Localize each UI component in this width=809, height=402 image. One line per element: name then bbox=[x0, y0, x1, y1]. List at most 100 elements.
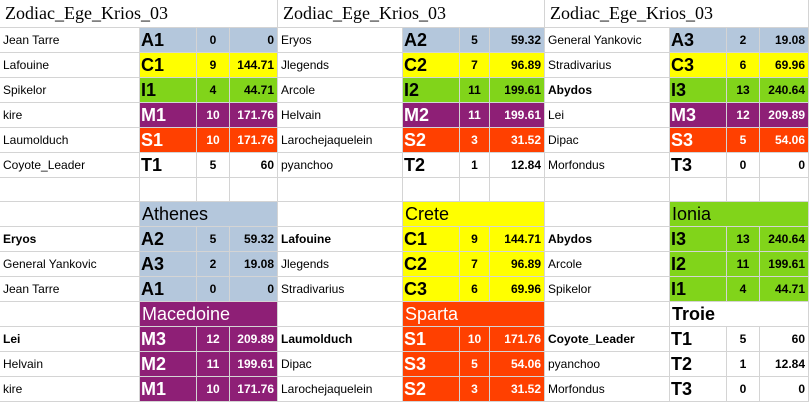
unit-code: C2 bbox=[403, 252, 460, 277]
unit-code: I1 bbox=[670, 277, 727, 302]
unit-code: S2 bbox=[403, 377, 460, 402]
unit-count: 0 bbox=[197, 28, 230, 53]
unit-code: S3 bbox=[670, 128, 727, 153]
unit-count: 0 bbox=[727, 377, 760, 402]
player-name: Laumolduch bbox=[0, 128, 140, 153]
unit-value: 171.76 bbox=[230, 377, 278, 402]
unit-code: T3 bbox=[670, 377, 727, 402]
player-name: Coyote_Leader bbox=[0, 153, 140, 178]
unit-code: M1 bbox=[140, 377, 197, 402]
unit-code: C2 bbox=[403, 53, 460, 78]
group-title: Zodiac_Ege_Krios_03 bbox=[0, 0, 278, 28]
player-name: Laumolduch bbox=[278, 327, 403, 352]
empty-cell bbox=[670, 178, 727, 202]
unit-count: 7 bbox=[460, 252, 490, 277]
unit-code: A3 bbox=[140, 252, 197, 277]
unit-count: 11 bbox=[727, 252, 760, 277]
unit-value: 209.89 bbox=[760, 103, 809, 128]
player-name: Dipac bbox=[278, 352, 403, 377]
unit-code: C3 bbox=[670, 53, 727, 78]
unit-value: 31.52 bbox=[490, 128, 545, 153]
unit-value: 199.61 bbox=[760, 252, 809, 277]
unit-code: T2 bbox=[670, 352, 727, 377]
player-name: Lei bbox=[545, 103, 670, 128]
unit-code: M2 bbox=[140, 352, 197, 377]
team-title: Crete bbox=[403, 202, 545, 227]
unit-code: I2 bbox=[670, 252, 727, 277]
player-name: Larochejaquelein bbox=[278, 377, 403, 402]
unit-value: 31.52 bbox=[490, 377, 545, 402]
empty-cell bbox=[0, 302, 140, 327]
unit-count: 1 bbox=[460, 153, 490, 178]
player-name: Eryos bbox=[278, 28, 403, 53]
unit-count: 11 bbox=[197, 352, 230, 377]
empty-cell bbox=[460, 178, 490, 202]
team-title: Ionia bbox=[670, 202, 809, 227]
player-name: Jlegends bbox=[278, 252, 403, 277]
unit-count: 5 bbox=[197, 227, 230, 252]
unit-count: 2 bbox=[727, 28, 760, 53]
unit-code: A2 bbox=[140, 227, 197, 252]
team-title: Troie bbox=[670, 302, 809, 327]
unit-value: 171.76 bbox=[230, 103, 278, 128]
unit-count: 5 bbox=[727, 327, 760, 352]
unit-count: 7 bbox=[460, 53, 490, 78]
unit-value: 19.08 bbox=[230, 252, 278, 277]
player-name: Arcole bbox=[278, 78, 403, 103]
unit-value: 171.76 bbox=[490, 327, 545, 352]
player-name: Stradivarius bbox=[545, 53, 670, 78]
empty-cell bbox=[760, 178, 809, 202]
unit-code: M2 bbox=[403, 103, 460, 128]
unit-count: 11 bbox=[460, 78, 490, 103]
unit-value: 144.71 bbox=[230, 53, 278, 78]
unit-code: S3 bbox=[403, 352, 460, 377]
player-name: Stradivarius bbox=[278, 277, 403, 302]
player-name: Jlegends bbox=[278, 53, 403, 78]
empty-cell bbox=[545, 202, 670, 227]
empty-cell bbox=[197, 178, 230, 202]
unit-count: 3 bbox=[460, 377, 490, 402]
player-name: Jean Tarre bbox=[0, 28, 140, 53]
player-name: Lafouine bbox=[278, 227, 403, 252]
unit-value: 12.84 bbox=[760, 352, 809, 377]
unit-value: 44.71 bbox=[760, 277, 809, 302]
unit-code: M3 bbox=[140, 327, 197, 352]
empty-cell bbox=[0, 202, 140, 227]
player-name: Abydos bbox=[545, 227, 670, 252]
unit-count: 0 bbox=[727, 153, 760, 178]
unit-value: 59.32 bbox=[230, 227, 278, 252]
player-name: Arcole bbox=[545, 252, 670, 277]
unit-code: T2 bbox=[403, 153, 460, 178]
player-name: Lei bbox=[0, 327, 140, 352]
unit-value: 144.71 bbox=[490, 227, 545, 252]
player-name: Eryos bbox=[0, 227, 140, 252]
unit-value: 0 bbox=[760, 377, 809, 402]
player-name: pyanchoo bbox=[545, 352, 670, 377]
unit-value: 199.61 bbox=[230, 352, 278, 377]
unit-code: M3 bbox=[670, 103, 727, 128]
unit-value: 209.89 bbox=[230, 327, 278, 352]
unit-code: T1 bbox=[140, 153, 197, 178]
unit-value: 240.64 bbox=[760, 227, 809, 252]
unit-value: 60 bbox=[760, 327, 809, 352]
unit-value: 0 bbox=[230, 277, 278, 302]
empty-cell bbox=[140, 178, 197, 202]
player-name: Morfondus bbox=[545, 377, 670, 402]
unit-code: S1 bbox=[140, 128, 197, 153]
unit-value: 0 bbox=[760, 153, 809, 178]
unit-count: 5 bbox=[197, 153, 230, 178]
unit-count: 9 bbox=[460, 227, 490, 252]
unit-code: A1 bbox=[140, 28, 197, 53]
empty-cell bbox=[0, 178, 140, 202]
empty-cell bbox=[403, 178, 460, 202]
unit-code: T1 bbox=[670, 327, 727, 352]
unit-code: C1 bbox=[140, 53, 197, 78]
group-title: Zodiac_Ege_Krios_03 bbox=[278, 0, 545, 28]
unit-value: 0 bbox=[230, 28, 278, 53]
unit-count: 9 bbox=[197, 53, 230, 78]
player-name: kire bbox=[0, 103, 140, 128]
unit-value: 199.61 bbox=[490, 103, 545, 128]
unit-code: I3 bbox=[670, 227, 727, 252]
unit-count: 4 bbox=[197, 78, 230, 103]
